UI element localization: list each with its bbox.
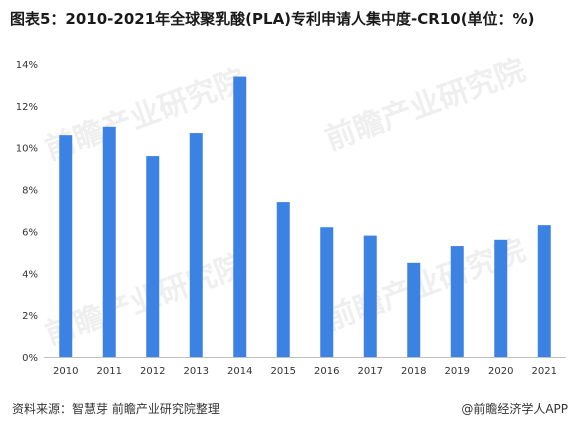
y-axis: 0% 2% 4% 6% 8% 10% 12% 14% — [16, 60, 38, 364]
y-tick-label: 14% — [16, 60, 38, 71]
bar-2011 — [102, 126, 116, 358]
x-tick-label: 2021 — [532, 366, 557, 377]
bar-2018 — [407, 262, 421, 357]
y-tick-label: 12% — [16, 102, 38, 113]
x-tick-label: 2015 — [271, 366, 296, 377]
bar-2010 — [59, 135, 73, 357]
bar-2021 — [537, 225, 551, 357]
credit-note: @前瞻经济学人APP — [461, 402, 568, 416]
bar-2014 — [233, 76, 247, 358]
chart-title: 图表5：2010-2021年全球聚乳酸(PLA)专利申请人集中度-CR10(单位… — [10, 10, 535, 28]
y-tick-label: 10% — [16, 144, 38, 155]
bar-2012 — [146, 156, 160, 357]
x-tick-label: 2016 — [314, 366, 339, 377]
y-tick-label: 2% — [22, 311, 38, 322]
bar-2017 — [363, 235, 377, 357]
bar-2016 — [320, 227, 334, 357]
x-axis: 2010 2011 2012 2013 2014 2015 2016 2017 2018 2019… — [53, 366, 557, 377]
bar-2015 — [276, 202, 290, 357]
bars — [59, 76, 551, 358]
x-tick-label: 2014 — [227, 366, 252, 377]
x-tick-label: 2018 — [401, 366, 426, 377]
bar-2019 — [450, 246, 464, 357]
x-tick-label: 2017 — [358, 366, 383, 377]
x-tick-label: 2013 — [184, 366, 209, 377]
y-tick-label: 4% — [22, 269, 38, 280]
y-tick-label: 8% — [22, 186, 38, 197]
watermark-2: 前瞻产业研究院 — [321, 53, 530, 158]
x-tick-label: 2010 — [53, 366, 78, 377]
source-note: 资料来源：智慧芽 前瞻产业研究院整理 — [12, 402, 220, 416]
bar-2020 — [494, 239, 508, 357]
bar-2013 — [189, 133, 203, 357]
x-tick-label: 2011 — [97, 366, 122, 377]
y-tick-label: 6% — [22, 227, 38, 238]
x-tick-label: 2020 — [488, 366, 513, 377]
x-tick-label: 2019 — [445, 366, 470, 377]
x-tick-label: 2012 — [140, 366, 165, 377]
y-tick-label: 0% — [22, 353, 38, 364]
